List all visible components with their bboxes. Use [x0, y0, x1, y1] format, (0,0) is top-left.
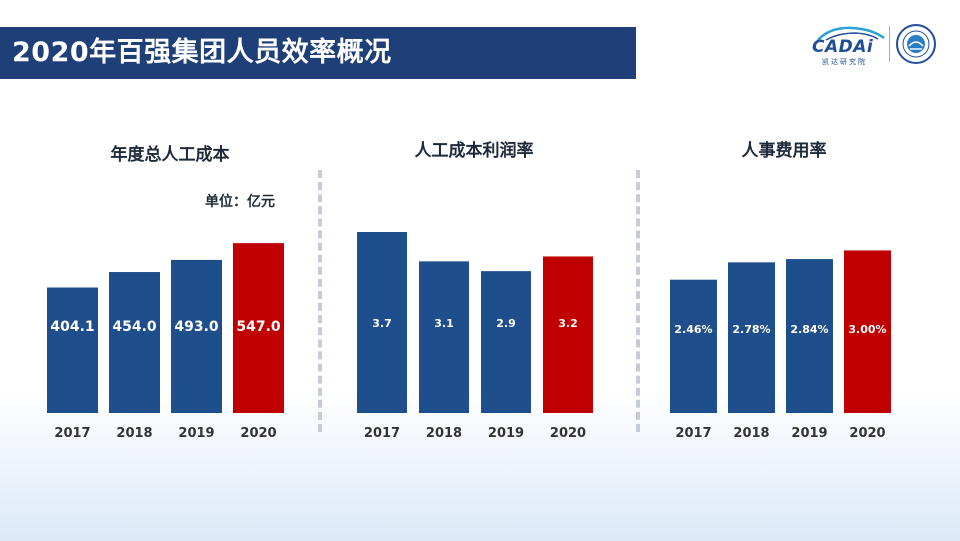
- chart-3-title: 人事费用率: [742, 140, 827, 161]
- chart-1-xtick-2020: 2020: [240, 426, 276, 441]
- cadai-logo: CADAi 凯达研究院: [808, 24, 886, 66]
- chart-3-data-label-2020: 3.00%: [848, 323, 886, 336]
- chart-1-xtick-2017: 2017: [54, 426, 90, 441]
- chart-2-data-label-2020: 3.2: [558, 317, 578, 330]
- chart-3-xtick-2017: 2017: [675, 426, 711, 441]
- chart-3-bar-2017: [670, 279, 717, 413]
- chart-3-bar-2020: [844, 250, 891, 413]
- chart-2-bar-2019: [481, 271, 531, 413]
- chart-2-data-label-2018: 3.1: [434, 317, 454, 330]
- chart-1-data-label-2019: 493.0: [174, 319, 219, 335]
- chart-1-xtick-2019: 2019: [178, 426, 214, 441]
- cadai-car-icon: [817, 26, 885, 41]
- chart-2-xtick-2019: 2019: [488, 426, 524, 441]
- chart-1-data-label-2018: 454.0: [112, 319, 157, 335]
- chart-2-xtick-2017: 2017: [364, 426, 400, 441]
- chart-3-xtick-2020: 2020: [849, 426, 885, 441]
- chart-3-data-label-2019: 2.84%: [790, 323, 828, 336]
- chart-1-bar-2017: [47, 287, 98, 413]
- chart-3-data-label-2017: 2.46%: [674, 323, 712, 336]
- chart-3-bar-2019: [786, 259, 833, 413]
- chart-2-xtick-2020: 2020: [550, 426, 586, 441]
- chart-2-bar-2020: [543, 256, 593, 413]
- chart-2-data-label-2019: 2.9: [496, 317, 516, 330]
- chart-2-bar-2018: [419, 261, 469, 413]
- association-seal-icon: [896, 24, 936, 64]
- logo-separator: [889, 26, 890, 62]
- chart-3-bar-2018: [728, 262, 775, 413]
- chart-1-bar-2020: [233, 243, 284, 413]
- chart-1-unit: 单位：亿元: [205, 193, 275, 210]
- chart-2-xtick-2018: 2018: [426, 426, 462, 441]
- chart-2-title: 人工成本利润率: [415, 140, 534, 161]
- chart-3-data-label-2018: 2.78%: [732, 323, 770, 336]
- divider-1: [318, 170, 322, 432]
- chart-1-data-label-2020: 547.0: [236, 319, 281, 335]
- chart-1-bar-2018: [109, 272, 160, 413]
- chart-3-xtick-2019: 2019: [791, 426, 827, 441]
- chart-2-data-label-2017: 3.7: [372, 317, 392, 330]
- cadai-subtitle: 凯达研究院: [822, 58, 867, 66]
- chart-2-bar-2017: [357, 232, 407, 413]
- title-bar: 2020年百强集团人员效率概况: [0, 27, 636, 79]
- chart-3-xtick-2018: 2018: [733, 426, 769, 441]
- chart-1-bar-2019: [171, 259, 222, 413]
- divider-2: [636, 170, 640, 432]
- chart-1-title: 年度总人工成本: [111, 144, 230, 165]
- chart-1-xtick-2018: 2018: [116, 426, 152, 441]
- chart-1-data-label-2017: 404.1: [50, 319, 94, 335]
- cadai-wordmark: CADAi: [812, 37, 874, 57]
- page-title: 2020年百强集团人员效率概况: [12, 37, 392, 68]
